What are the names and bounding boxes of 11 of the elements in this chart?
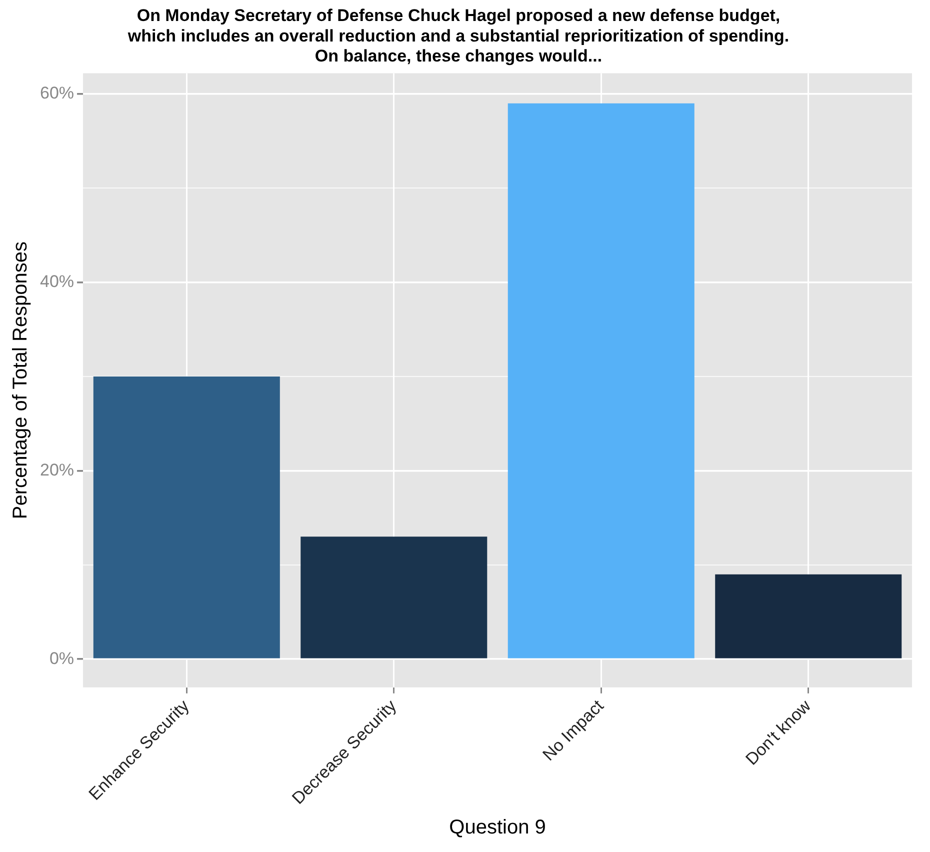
bar <box>300 536 488 658</box>
bar <box>93 376 280 658</box>
y-tick-label: 60% <box>40 84 74 103</box>
bar <box>508 103 694 658</box>
y-tick-label: 20% <box>40 460 74 480</box>
bar <box>715 574 902 658</box>
x-axis-title: Question 9 <box>449 816 546 839</box>
y-axis-title: Percentage of Total Responses <box>10 241 32 520</box>
y-tick-label: 0% <box>49 648 74 668</box>
y-tick-label: 40% <box>40 272 74 292</box>
chart-title: On Monday Secretary of Defense Chuck Hagel proposed a new defense budget, which includes an overall reduction and a substantial reprioritization of spending. On balance, these changes would... <box>126 6 790 66</box>
